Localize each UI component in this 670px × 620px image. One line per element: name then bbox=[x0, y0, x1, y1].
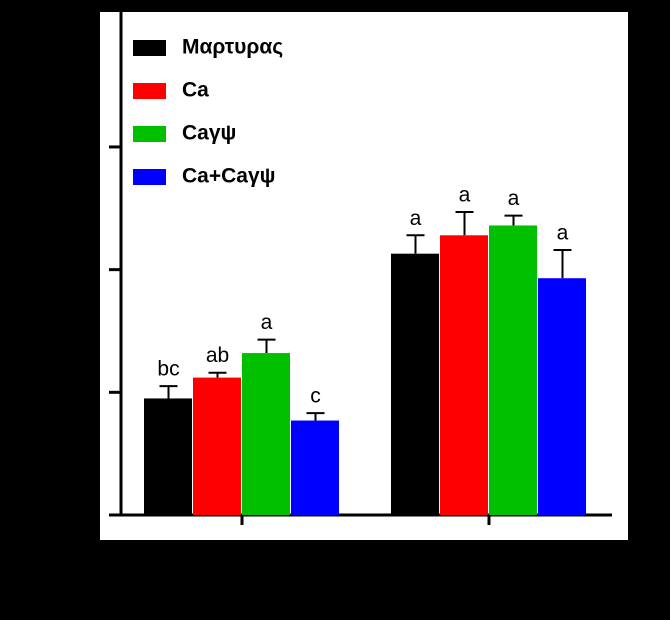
bar bbox=[440, 235, 488, 515]
bar bbox=[489, 225, 537, 515]
significance-label: bc bbox=[157, 358, 179, 381]
significance-label: a bbox=[261, 311, 273, 334]
significance-label: c bbox=[310, 385, 321, 408]
legend-label: Ca+Caγψ bbox=[182, 165, 275, 188]
significance-label: a bbox=[410, 207, 422, 230]
significance-label: ab bbox=[206, 344, 229, 367]
legend-label: Μαρτυρας bbox=[182, 36, 283, 59]
bar bbox=[538, 278, 586, 515]
bar bbox=[391, 253, 439, 515]
significance-label: a bbox=[557, 222, 569, 245]
bar bbox=[291, 420, 339, 515]
bar bbox=[193, 377, 241, 515]
legend-swatch bbox=[133, 169, 166, 185]
legend-swatch bbox=[133, 126, 166, 142]
legend-swatch bbox=[133, 83, 166, 99]
bar bbox=[144, 398, 192, 515]
bar bbox=[242, 353, 290, 515]
significance-label: a bbox=[459, 184, 471, 207]
legend-swatch bbox=[133, 40, 166, 56]
legend-label: Ca bbox=[182, 79, 209, 102]
significance-label: a bbox=[508, 187, 520, 210]
legend-label: Caγψ bbox=[182, 122, 236, 145]
